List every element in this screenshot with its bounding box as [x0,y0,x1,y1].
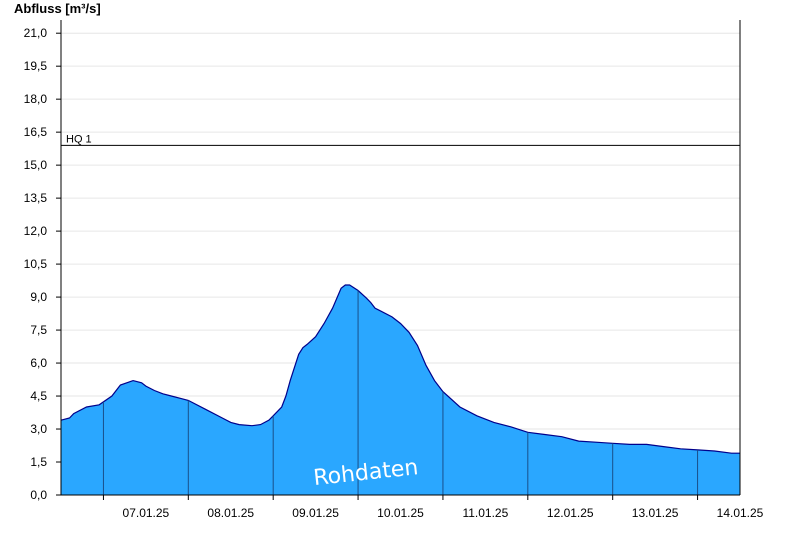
y-tick-label: 7,5 [30,323,47,337]
discharge-area [61,285,740,495]
day-divider-lines [102,290,699,495]
data-area [60,284,740,495]
x-tick-label: 09.01.25 [292,506,339,520]
y-tick-label: 15,0 [24,158,48,172]
x-tick-labels: 07.01.25 08.01.25 09.01.25 10.01.25 11.01.25… [102,495,764,520]
y-tick-label: 18,0 [24,92,48,106]
y-tick-label: 6,0 [30,356,47,370]
axes [60,20,741,496]
discharge-line [60,284,740,454]
y-tick-label: 4,5 [30,389,47,403]
y-tick-label: 21,0 [24,26,48,40]
x-tick-label: 13.01.25 [632,506,679,520]
y-tick-label: 10,5 [24,257,48,271]
y-tick-label: 16,5 [24,125,48,139]
y-tick-label: 3,0 [30,422,47,436]
y-axis-title: Abfluss [m³/s] [14,1,101,16]
x-tick-label: 10.01.25 [377,506,424,520]
hq-threshold: HQ 1 [61,133,740,146]
y-tick-label: 12,0 [24,224,48,238]
y-tick-label: 1,5 [30,455,47,469]
x-tick-label: 12.01.25 [547,506,594,520]
y-tick-label: 9,0 [30,290,47,304]
x-tick-label: 14.01.25 [717,506,764,520]
y-tick-label: 19,5 [24,59,48,73]
hq1-label: HQ 1 [66,133,92,145]
x-tick-label: 08.01.25 [207,506,254,520]
y-tick-label: 13,5 [24,191,48,205]
x-tick-label: 11.01.25 [462,506,508,520]
y-tick-labels: 0,0 1,5 3,0 4,5 6,0 7,5 9,0 10,5 12,0 13,5 15,0 16,… [24,26,61,502]
x-tick-label: 07.01.25 [123,506,170,520]
y-tick-label: 0,0 [30,488,47,502]
